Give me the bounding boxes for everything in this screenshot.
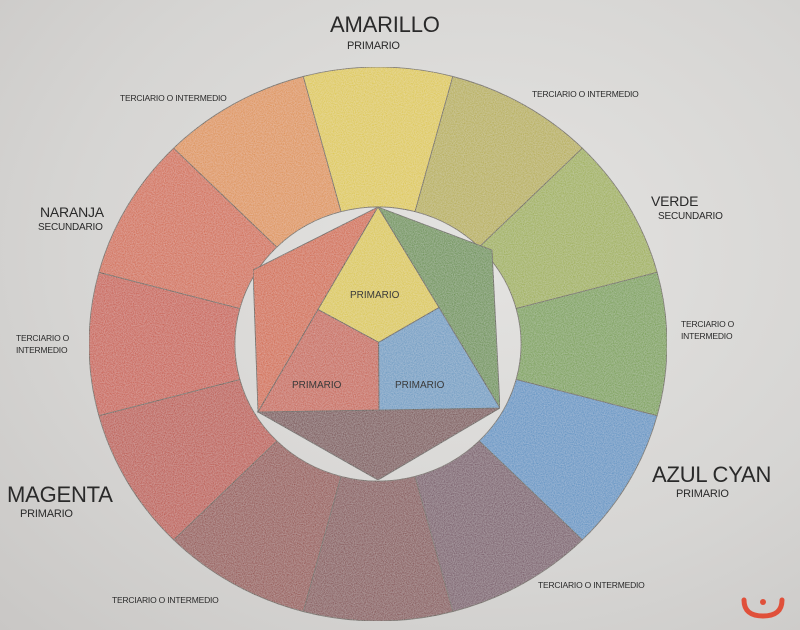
label-amarillo-type: PRIMARIO [347, 40, 400, 52]
label-azul-cyan: AZUL CYAN [652, 462, 772, 487]
label-amarillo: AMARILLO [330, 12, 440, 37]
label-line: TERCIARIO O [16, 333, 70, 343]
smile-logo-icon [741, 597, 785, 619]
label-line: INTERMEDIO [16, 345, 68, 355]
label-tertiary-bottom-left: TERCIARIO O INTERMEDIO [112, 595, 219, 605]
inner-hexagon [252, 206, 502, 481]
inner-label-red: PRIMARIO [292, 380, 342, 391]
outer-ring [88, 66, 668, 622]
label-tertiary-left: TERCIARIO O INTERMEDIO [16, 332, 69, 356]
label-verde-type: SECUNDARIO [658, 211, 723, 222]
label-naranja: NARANJA [40, 204, 104, 220]
inner-label-blue: PRIMARIO [395, 380, 445, 391]
inner-blue [378, 306, 501, 411]
label-magenta: MAGENTA [7, 482, 113, 507]
label-line: INTERMEDIO [681, 331, 733, 341]
label-tertiary-bottom-right: TERCIARIO O INTERMEDIO [538, 580, 645, 590]
label-azul-type: PRIMARIO [676, 488, 729, 500]
label-naranja-type: SECUNDARIO [38, 222, 103, 233]
label-tertiary-top-left: TERCIARIO O INTERMEDIO [120, 93, 227, 103]
inner-label-yellow: PRIMARIO [350, 290, 400, 301]
wheel-segment-naranja-amarillo [173, 75, 342, 248]
label-magenta-type: PRIMARIO [20, 508, 73, 520]
label-tertiary-top-right: TERCIARIO O INTERMEDIO [532, 89, 639, 99]
label-verde: VERDE [651, 193, 699, 209]
label-tertiary-right: TERCIARIO O INTERMEDIO [681, 318, 734, 342]
label-line: TERCIARIO O [681, 319, 735, 329]
